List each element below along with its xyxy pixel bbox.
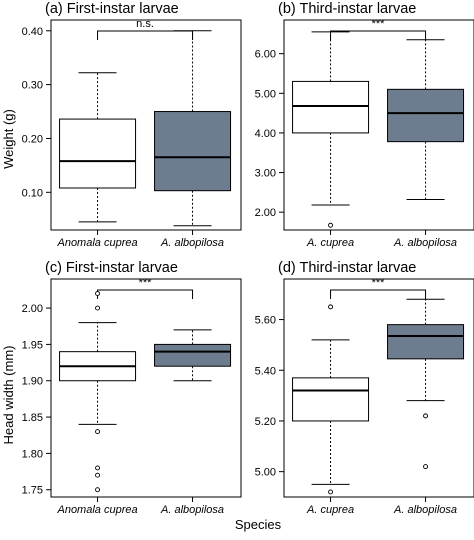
panel-c-outlier-point	[95, 429, 101, 435]
panel-d-significance-label: ***	[372, 277, 386, 289]
shared-xlabel: Species	[235, 517, 282, 532]
panel-c-box	[154, 343, 232, 367]
panel-b-box	[292, 80, 370, 134]
shared-ylabel-bottom: Head width (mm)	[1, 346, 16, 445]
panel-a-frame	[50, 19, 242, 231]
panel-b-box	[387, 88, 465, 143]
panel-d-outlier-point	[423, 464, 428, 470]
panel-c-ytick-label: 1.90	[22, 376, 43, 388]
panel-c: (c) First-instar larvae 1.75 1.80 1.85 1.90 1…	[22, 260, 242, 516]
panel-d-box	[387, 324, 465, 360]
panel-c-outlier-point	[95, 487, 101, 493]
panel-d-box	[292, 377, 370, 422]
panel-a-significance-bracket	[97, 30, 194, 40]
panel-b-title: (b) Third-instar larvae	[278, 1, 416, 17]
panel-c-ytick-label: 2.00	[22, 303, 43, 315]
panel-a-category-label: Anomala cuprea	[56, 237, 137, 249]
panel-a-ytick-label: 0.20	[22, 133, 43, 145]
panel-c-outlier-point	[95, 305, 101, 311]
panel-a-box	[59, 118, 137, 189]
panel-d-outlier-point	[328, 489, 333, 495]
shared-ylabel-top: Weight (g)	[1, 109, 16, 169]
panel-c-outlier-point	[95, 465, 101, 471]
panel-b-outlier-point	[328, 222, 333, 228]
panel-b-significance-label: ***	[372, 18, 386, 30]
panel-d-ytick-label: 5.20	[255, 416, 276, 428]
panel-c-title: (c) First-instar larvae	[45, 260, 178, 276]
panel-c-frame	[50, 278, 242, 498]
panel-a-ytick-label: 0.10	[22, 187, 43, 199]
panel-c-category-label: Anomala cuprea	[56, 504, 137, 516]
panels-group: (a) First-instar larvae 0.10 0.20 0.30 0.40 A…	[22, 1, 474, 516]
panel-b-category-label: A. cuprea	[306, 237, 354, 249]
panel-d-category-label: A. cuprea	[306, 504, 354, 516]
panel-c-ytick-label: 1.75	[22, 485, 43, 497]
panel-a-box	[154, 111, 232, 192]
panel-c-significance-label: ***	[139, 277, 153, 289]
panel-c-outlier-point	[95, 472, 101, 478]
panel-b-ytick-label: 3.00	[255, 168, 276, 180]
panel-d-ytick-label: 5.00	[255, 467, 276, 479]
panel-a-ytick-label: 0.40	[22, 26, 43, 38]
panel-d-ytick-label: 5.40	[255, 365, 276, 377]
panel-b-ytick-label: 2.00	[255, 207, 276, 219]
panel-b-ytick-label: 4.00	[255, 128, 276, 140]
panel-b-frame	[283, 19, 474, 231]
panel-b-ytick-label: 6.00	[255, 49, 276, 61]
panel-d-significance-bracket	[330, 289, 427, 299]
panel-b-ytick-label: 5.00	[255, 88, 276, 100]
panel-d: (d) Third-instar larvae 5.00 5.20 5.40 5.60 A…	[255, 260, 474, 516]
panel-b-category-label: A. albopilosa	[393, 237, 457, 249]
panel-b: (b) Third-instar larvae 2.00 3.00 4.00 5.00 6…	[255, 1, 474, 249]
panel-c-outlier-point	[95, 291, 101, 296]
panel-d-frame	[283, 278, 474, 498]
panel-d-outlier-point	[328, 304, 333, 310]
panel-a-category-label: A. albopilosa	[160, 237, 224, 249]
panel-d-category-label: A. albopilosa	[393, 504, 457, 516]
panel-d-title: (d) Third-instar larvae	[278, 260, 416, 276]
panel-c-ytick-label: 1.85	[22, 412, 43, 424]
panel-a-title: (a) First-instar larvae	[45, 1, 179, 17]
panel-d-ytick-label: 5.60	[255, 315, 276, 327]
panel-a: (a) First-instar larvae 0.10 0.20 0.30 0.40 A…	[22, 1, 242, 249]
panel-a-significance-label: n.s.	[136, 18, 154, 30]
panel-c-category-label: A. albopilosa	[160, 504, 224, 516]
panel-a-ytick-label: 0.30	[22, 80, 43, 92]
panel-d-outlier-point	[423, 413, 428, 419]
panel-c-ytick-label: 1.80	[22, 448, 43, 460]
panel-c-ytick-label: 1.95	[22, 339, 43, 351]
panel-c-significance-bracket	[97, 289, 194, 299]
